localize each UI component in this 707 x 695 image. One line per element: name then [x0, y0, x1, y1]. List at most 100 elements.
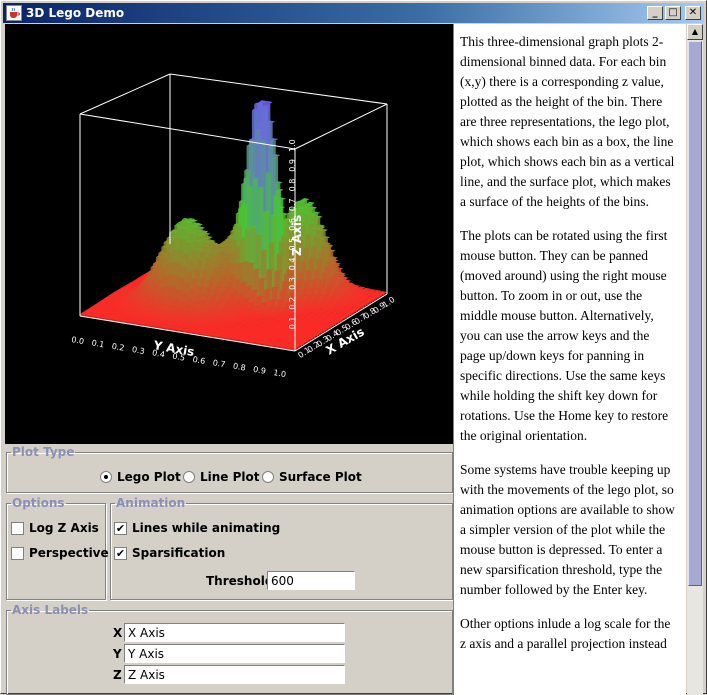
lego-bin [333, 302, 341, 306]
title-bar[interactable]: 3D Lego Demo _ □ ✕ [3, 3, 704, 23]
lines-while-animating-checkbox[interactable]: ✔ Lines while animating [114, 521, 280, 535]
radio-button[interactable] [262, 471, 274, 483]
lego-bin [261, 301, 270, 305]
lego-bin [274, 335, 282, 338]
lego-bin [198, 331, 206, 334]
radio-line-plot[interactable]: Line Plot [183, 470, 260, 484]
lego-bin [225, 336, 233, 339]
lego-bin [342, 292, 351, 295]
lego-bin [139, 321, 147, 324]
lego-bin [308, 313, 317, 316]
lego-bin [236, 328, 245, 332]
y-tick-label: 0.0 [71, 335, 85, 346]
lego-bin [203, 241, 212, 244]
lego-bin [255, 320, 264, 324]
description-pane[interactable]: This three-dimensional graph plots 2-dim… [453, 24, 686, 695]
maximize-button[interactable]: □ [665, 6, 681, 20]
lego-bin [298, 309, 306, 312]
close-button[interactable]: ✕ [685, 6, 701, 20]
lego-bin [360, 301, 369, 304]
lego-bin [340, 294, 348, 297]
threshold-input[interactable] [267, 571, 355, 590]
log-z-axis-checkbox[interactable]: Log Z Axis [11, 521, 99, 535]
lego-bin [332, 315, 341, 319]
checkbox-box[interactable] [11, 546, 24, 560]
lego-bin [323, 321, 332, 324]
lego-bin [310, 213, 318, 216]
lego-bin [117, 318, 126, 321]
lego-bin [260, 317, 269, 320]
plot-type-group: Plot Type [6, 445, 453, 493]
lego-bin [187, 218, 196, 221]
lego-bin [257, 101, 265, 104]
lego-bin [312, 211, 321, 214]
lego-bin [331, 321, 339, 324]
lego-bin [159, 310, 167, 313]
lego-bin [172, 247, 181, 251]
lego-bin [294, 283, 302, 286]
y-axis-label-input[interactable] [124, 644, 345, 663]
lego-bin [175, 236, 183, 239]
lego-bin [281, 343, 289, 346]
sparsification-checkbox[interactable]: ✔ Sparsification [114, 546, 225, 560]
lego-bin [263, 320, 272, 323]
radio-surface-plot[interactable]: Surface Plot [262, 470, 362, 484]
lego-bin [274, 270, 282, 273]
lego-bin [242, 333, 251, 336]
lego-bin [247, 330, 256, 334]
lego-plot-canvas[interactable]: 0.0 0.1 0.2 0.3 0.4 0.5 0.6 0.7 0.8 0.9 1.0 0.1 0.2… [5, 24, 453, 444]
lego-bin [296, 329, 305, 333]
lego-bin [318, 324, 327, 327]
lego-bin [314, 268, 322, 272]
lego-bin [316, 258, 325, 262]
lego-bin [326, 260, 335, 263]
lego-bin [245, 332, 253, 335]
lego-bin [283, 315, 292, 319]
radio-button[interactable] [183, 471, 195, 483]
scrollbar-thumb[interactable] [688, 41, 702, 586]
z-axis-ticks: 0.1 0.2 0.3 0.4 0.5 0.6 0.7 0.8 0.9 1.0 [288, 139, 297, 329]
lego-bin [198, 250, 207, 253]
lego-bin [99, 308, 108, 311]
check-mark-icon[interactable]: ✔ [114, 521, 127, 535]
lego-plot-svg[interactable]: 0.0 0.1 0.2 0.3 0.4 0.5 0.6 0.7 0.8 0.9 1.0 0.1 0.2… [5, 24, 453, 444]
lego-bin [215, 324, 223, 327]
lego-bin [284, 345, 292, 349]
minimize-button[interactable]: _ [647, 6, 663, 20]
checkbox-box[interactable] [11, 521, 24, 535]
lego-bin [219, 335, 228, 338]
lego-bin [298, 337, 306, 340]
lego-bin [303, 311, 312, 314]
lego-bin [179, 325, 187, 329]
lego-bin [216, 262, 225, 265]
lego-bin [267, 326, 275, 330]
radio-button-selected[interactable] [100, 471, 112, 483]
lego-bin [181, 323, 190, 327]
lego-bin [247, 315, 256, 319]
lego-bin [263, 210, 272, 214]
z-axis-label-input[interactable] [124, 665, 345, 684]
perspective-checkbox[interactable]: Perspective [11, 546, 109, 560]
lego-bin [208, 314, 217, 317]
check-mark-icon[interactable]: ✔ [114, 546, 127, 560]
lego-bin [321, 244, 329, 247]
lego-bin [282, 306, 291, 310]
description-paragraph: Some systems have trouble keeping up wit… [460, 462, 675, 597]
lego-bin [329, 277, 338, 280]
lego-bin [311, 278, 320, 281]
lego-bin [285, 336, 293, 340]
lego-bin [188, 231, 196, 234]
vertical-scrollbar[interactable]: ▲ [687, 24, 703, 695]
lego-bin [283, 329, 292, 332]
lego-bin [277, 337, 285, 340]
lego-bin [275, 338, 283, 342]
lego-bin [246, 307, 255, 310]
x-axis-label-input[interactable] [124, 623, 345, 642]
lego-bin [339, 282, 348, 286]
radio-lego-plot[interactable]: Lego Plot [100, 470, 181, 484]
scroll-up-arrow-icon[interactable]: ▲ [687, 24, 703, 40]
lego-bin [149, 317, 157, 320]
lego-bin [251, 327, 260, 331]
lego-bin [288, 326, 296, 329]
lego-bin [343, 301, 351, 304]
